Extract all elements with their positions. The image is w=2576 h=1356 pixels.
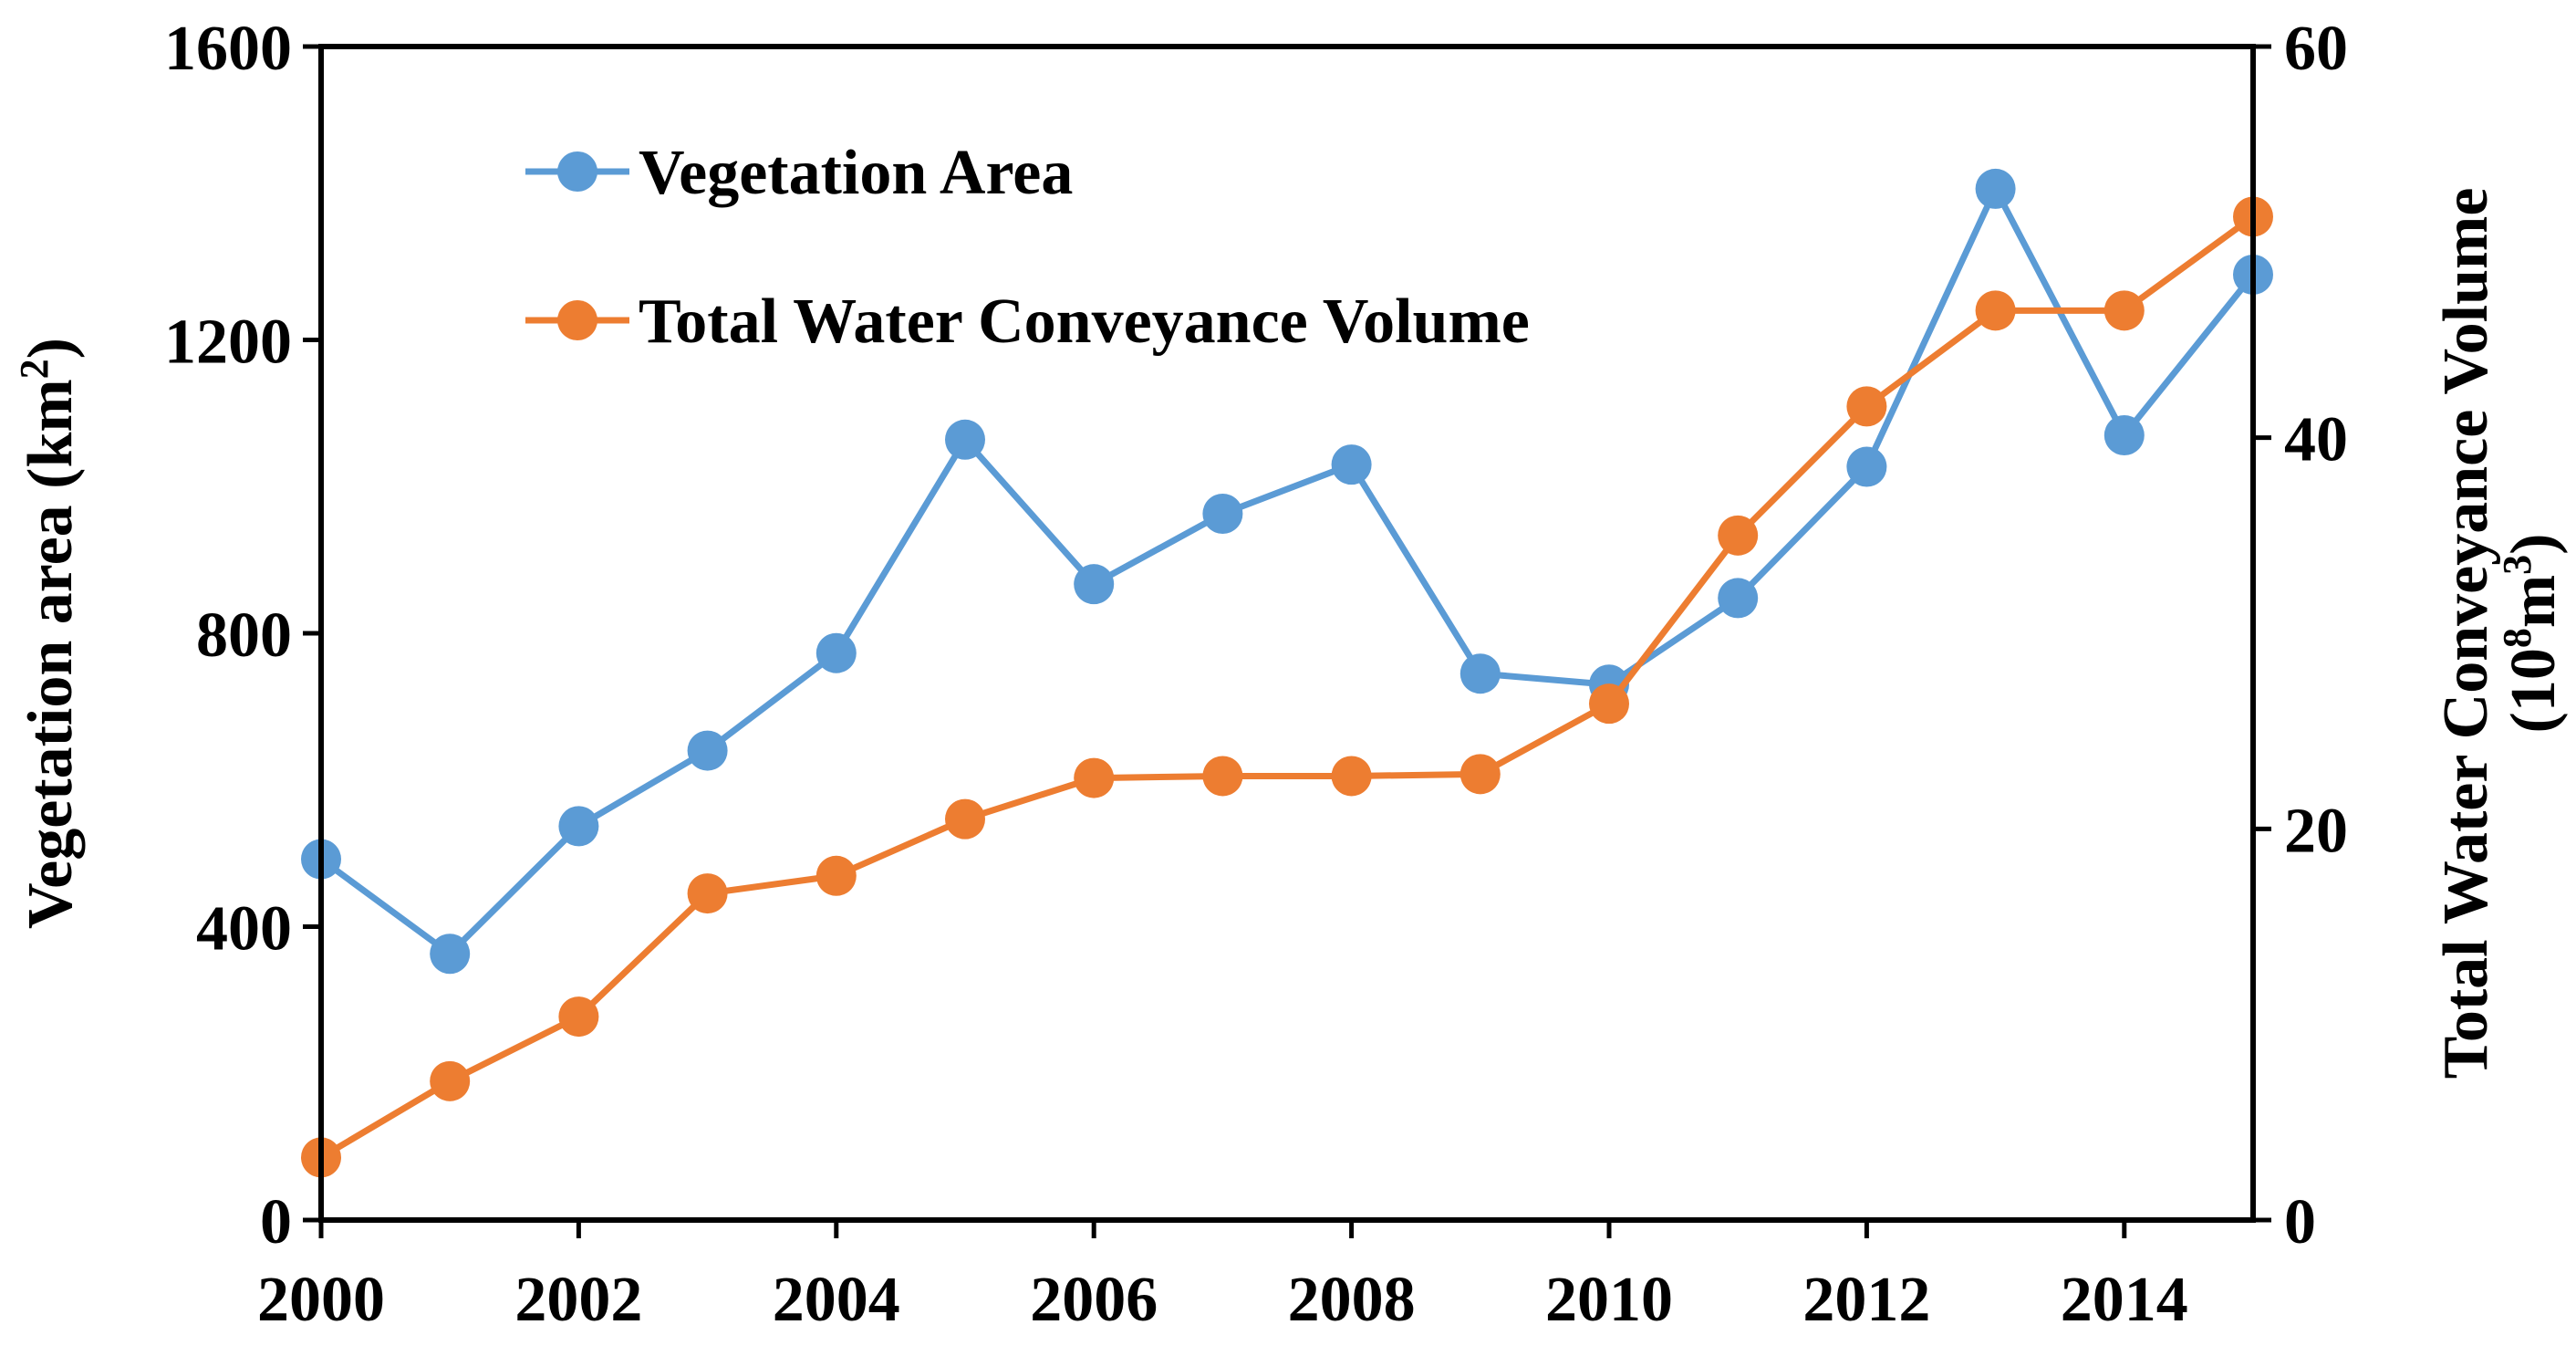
y-left-tick-label: 1200 [164,308,292,378]
x-tick-label: 2002 [514,1265,642,1335]
data-point-total-water-conveyance-volume [815,855,857,896]
y-right-tick-label: 60 [2284,14,2348,84]
data-point-vegetation-area [945,419,985,460]
data-point-vegetation-area [1459,653,1501,694]
legend-label-vegetation-area: Vegetation Area [639,138,1073,208]
legend-label-total-water-conveyance-volume: Total Water Conveyance Volume [639,287,1530,357]
data-point-total-water-conveyance-volume [1459,754,1501,795]
data-point-vegetation-area [1331,444,1372,485]
data-point-total-water-conveyance-volume [1074,757,1115,798]
x-axis-ticks: 2000 2002 2004 2006 2008 2010 2012 2014 [257,1220,2188,1335]
x-tick-label: 2004 [773,1265,900,1335]
data-point-total-water-conveyance-volume [1589,683,1629,725]
x-tick-label: 2014 [2061,1265,2188,1335]
x-tick-label: 2008 [1288,1265,1416,1335]
data-point-vegetation-area [558,806,599,847]
y-left-tick-label: 1600 [164,14,292,84]
data-point-vegetation-area [1975,168,2016,209]
data-point-total-water-conveyance-volume [687,873,728,914]
data-point-vegetation-area [687,730,728,771]
data-point-total-water-conveyance-volume [1975,290,2016,331]
right-axis-ticks: 0 20 40 60 [2253,14,2348,1257]
y-right-tick-label: 0 [2284,1187,2316,1257]
legend-marker-total-water-conveyance-volume [557,300,597,340]
y-left-tick-label: 800 [196,600,292,671]
data-point-vegetation-area [430,934,471,975]
data-point-total-water-conveyance-volume [558,996,599,1038]
series-line-total-water-conveyance-volume [319,214,2256,1161]
data-point-total-water-conveyance-volume [2103,290,2145,331]
x-tick-label: 2010 [1545,1265,1673,1335]
series-layer [301,168,2273,1178]
data-point-total-water-conveyance-volume [1846,386,1887,427]
data-point-vegetation-area [1074,564,1115,605]
left-axis-ticks: 0 400 800 1200 1600 [164,14,321,1257]
x-tick-label: 2000 [257,1265,385,1335]
y-right-tick-label: 20 [2284,796,2348,866]
series-line-vegetation-area [318,185,2256,957]
y-left-tick-label: 0 [260,1187,292,1257]
data-point-vegetation-area [2103,414,2145,455]
plot-area-frame [318,44,2256,1223]
data-point-vegetation-area [1202,493,1243,534]
data-point-total-water-conveyance-volume [945,798,985,840]
legend-marker-vegetation-area [557,151,597,192]
data-point-total-water-conveyance-volume [1202,756,1243,797]
y-axis-right-title-line2: (108m3) [2495,534,2569,734]
y-axis-right-title-line1: Total Water Conveyance Volume [2431,188,2501,1080]
y-axis-left-title: Vegetation area (km2) [12,338,86,929]
data-point-vegetation-area [815,632,857,673]
x-tick-label: 2006 [1030,1265,1158,1335]
data-point-vegetation-area [1846,446,1887,487]
y-right-tick-label: 40 [2284,405,2348,475]
data-point-total-water-conveyance-volume [430,1060,471,1101]
legend: Vegetation Area Total Water Conveyance V… [525,138,1530,357]
x-tick-label: 2012 [1802,1265,1930,1335]
data-point-total-water-conveyance-volume [1718,515,1759,556]
data-point-vegetation-area [1718,578,1759,619]
y-left-tick-label: 400 [196,894,292,965]
data-point-total-water-conveyance-volume [1331,756,1372,797]
